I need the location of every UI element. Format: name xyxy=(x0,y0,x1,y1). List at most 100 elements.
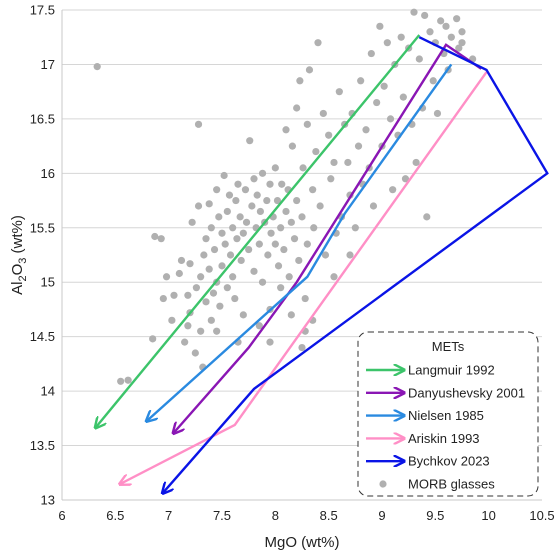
morb-glass-point xyxy=(330,158,338,167)
morb-glass-point xyxy=(255,240,263,248)
legend-title: METs xyxy=(432,339,465,354)
legend-label: MORB glasses xyxy=(408,477,495,492)
morb-glass-point xyxy=(186,260,194,268)
morb-glass-point xyxy=(175,269,183,278)
y-tick-label: 16.5 xyxy=(30,111,55,126)
x-tick-label: 10 xyxy=(481,508,495,523)
x-tick-label: 6 xyxy=(58,508,65,523)
legend: METs Langmuir 1992 Danyushevsky 2001 Niels… xyxy=(357,331,539,497)
legend-item: Langmuir 1992 xyxy=(366,363,495,378)
legend-item: Ariskin 1993 xyxy=(366,431,480,446)
morb-glass-point xyxy=(330,273,338,281)
legend-item: Bychkov 2023 xyxy=(366,454,490,469)
morb-glass-point xyxy=(210,245,219,254)
morb-glass-point xyxy=(271,240,279,248)
morb-glass-point xyxy=(296,77,304,85)
legend-label: Langmuir 1992 xyxy=(408,363,495,378)
morb-glass-point xyxy=(386,115,395,123)
morb-glass-point xyxy=(241,186,250,194)
morb-glass-point xyxy=(250,175,258,183)
morb-glass-point xyxy=(162,273,171,281)
morb-glass-point xyxy=(149,335,157,343)
legend-item: MORB glasses xyxy=(379,477,495,492)
legend-marker-dot xyxy=(379,480,387,488)
morb-glass-point xyxy=(415,55,423,63)
morb-glass-point xyxy=(314,39,322,47)
morb-glass-point xyxy=(159,294,167,303)
morb-glass-point xyxy=(229,224,237,232)
morb-glass-point xyxy=(168,316,176,324)
morb-glass-point xyxy=(310,224,318,232)
met-line-nielsen-1985 xyxy=(147,63,453,420)
morb-glass-point xyxy=(312,147,320,156)
morb-glass-point xyxy=(231,294,239,303)
x-tick-label: 10.5 xyxy=(529,508,554,523)
morb-glass-point xyxy=(369,202,378,210)
morb-glass-point xyxy=(191,349,199,357)
morb-glass-point xyxy=(213,186,221,194)
morb-glass-point xyxy=(157,235,165,243)
morb-glass-point xyxy=(197,327,205,335)
morb-glass-point xyxy=(177,256,186,265)
morb-glass-point xyxy=(202,235,210,243)
legend-items: Langmuir 1992 Danyushevsky 2001 Nielsen 19… xyxy=(366,363,525,492)
morb-glass-point xyxy=(221,240,229,248)
morb-glass-point xyxy=(301,294,309,303)
morb-glass-point xyxy=(305,66,314,74)
morb-glass-point xyxy=(433,109,442,118)
x-tick-label: 7.5 xyxy=(213,508,231,523)
morb-glass-point xyxy=(184,322,192,330)
met-line-danyushevsky-2001 xyxy=(174,43,482,433)
morb-glass-point xyxy=(197,273,205,281)
morb-glass-point xyxy=(192,284,200,292)
morb-glass-point xyxy=(274,262,283,270)
morb-glass-point xyxy=(412,158,420,167)
y-axis-title: Al2O3 (wt%) xyxy=(9,215,29,295)
morb-glass-point xyxy=(399,93,407,101)
morb-glass-point xyxy=(282,207,290,216)
morb-glass-point xyxy=(299,164,307,172)
x-axis-title: MgO (wt%) xyxy=(265,534,340,551)
x-tick-label: 8 xyxy=(272,508,279,523)
morb-glass-point xyxy=(447,33,455,41)
morb-glass-point xyxy=(458,39,466,47)
morb-glass-point xyxy=(205,200,213,208)
morb-glass-point xyxy=(218,262,226,270)
morb-glass-point xyxy=(229,273,237,281)
morb-glass-point xyxy=(376,22,384,30)
morb-glass-point xyxy=(117,377,125,385)
morb-glass-point xyxy=(335,88,343,96)
morb-glass-point xyxy=(367,49,375,58)
morb-glass-point xyxy=(194,120,203,128)
morb-glass-point xyxy=(357,77,365,85)
morb-glass-point xyxy=(397,33,405,41)
morb-glass-point xyxy=(237,256,245,265)
morb-glass-point xyxy=(383,39,391,47)
x-tick-label: 9.5 xyxy=(426,508,444,523)
met-line-bychkov-2023 xyxy=(163,36,549,492)
y-tick-label: 14.5 xyxy=(30,329,55,344)
morb-glass-point xyxy=(258,278,267,286)
morb-glass-point xyxy=(188,218,196,226)
morb-glass-point xyxy=(298,343,306,352)
morb-glass-point xyxy=(437,17,445,25)
y-tick-label: 15.5 xyxy=(30,220,55,235)
y-tick-label: 17.5 xyxy=(30,3,55,18)
morb-glass-point xyxy=(346,251,354,259)
morb-glass-point xyxy=(344,158,352,167)
morb-glass-point xyxy=(285,273,293,281)
morb-glass-point xyxy=(223,207,231,216)
y-tick-label: 17 xyxy=(41,57,55,72)
morb-glass-point xyxy=(232,196,240,205)
morb-glass-point xyxy=(264,251,272,259)
morb-glass-point xyxy=(202,298,210,306)
morb-glass-point xyxy=(401,175,410,183)
morb-glass-point xyxy=(184,291,192,299)
morb-glass-point xyxy=(151,232,159,241)
morb-glass-point xyxy=(223,284,231,292)
y-tick-labels: 13 13.5 14 14.5 15 15.5 16 16.5 17 17.5 xyxy=(30,3,55,508)
morb-glass-point xyxy=(266,180,274,188)
met-line-ariskin-1993 xyxy=(121,71,488,484)
morb-glass-point xyxy=(287,311,295,319)
x-tick-labels: 6 6.5 7 7.5 8 8.5 9 9.5 10 10.5 xyxy=(58,508,554,523)
